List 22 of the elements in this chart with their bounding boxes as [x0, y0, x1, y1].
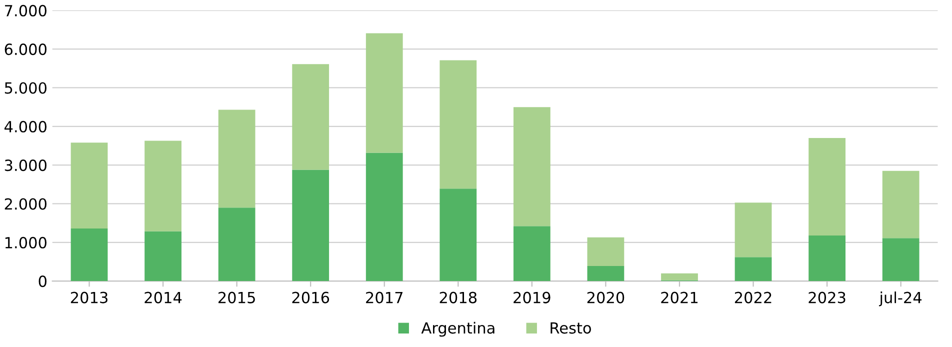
legend-label: Argentina: [421, 322, 494, 337]
x-tick-label: 2017: [366, 292, 403, 304]
x-tick-label: 2016: [292, 292, 330, 304]
y-tick-label: 5.000: [4, 82, 46, 94]
x-tick-label: 2013: [70, 292, 108, 304]
x-tick-label: jul-24: [878, 291, 922, 306]
y-tick-label: 6.000: [4, 44, 46, 56]
legend-label: Resto: [550, 322, 591, 334]
x-tick-label: 2014: [144, 292, 182, 304]
x-tick-label: 2015: [218, 292, 255, 304]
x-tick-label: 2022: [734, 292, 772, 304]
x-tick-label: 2019: [514, 292, 550, 304]
y-tick-label: 4.000: [4, 120, 46, 132]
y-tick-label: 1.000: [5, 236, 46, 248]
x-tick-label: 2018: [440, 292, 477, 304]
x-tick-label: 2020: [587, 292, 624, 304]
y-tick-label: 2.000: [4, 198, 46, 210]
y-tick-label: 7.000: [5, 4, 46, 16]
y-tick-label: 0: [38, 276, 46, 288]
y-tick-label: 3.000: [4, 160, 46, 172]
x-tick-label: 2021: [661, 292, 698, 304]
x-tick-label: 2023: [808, 292, 846, 304]
